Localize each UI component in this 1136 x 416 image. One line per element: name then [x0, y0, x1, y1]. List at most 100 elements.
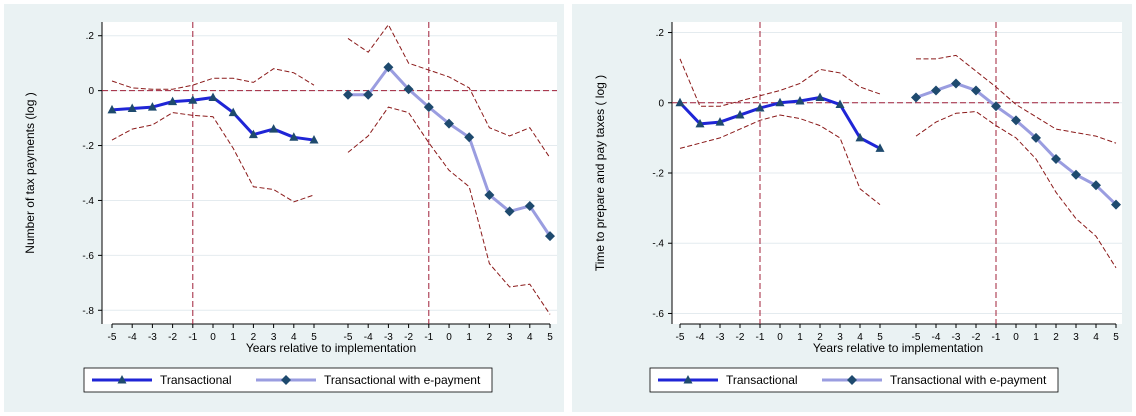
- data-point-triangle: [795, 96, 805, 105]
- x-tick-label: 2: [251, 332, 257, 343]
- data-point-triangle: [127, 103, 137, 112]
- x-tick-label: -1: [188, 332, 197, 343]
- x-tick-label: -2: [972, 332, 981, 343]
- plot-area: [102, 22, 557, 324]
- data-point-diamond: [1091, 180, 1101, 191]
- x-tick-label: 5: [547, 332, 553, 343]
- x-tick-label: 0: [1013, 332, 1019, 343]
- data-point-diamond: [423, 102, 434, 113]
- x-tick-label: 2: [487, 332, 493, 343]
- x-tick-label: -1: [756, 332, 765, 343]
- series-transactional: [675, 58, 885, 205]
- data-point-triangle: [188, 95, 198, 104]
- data-point-triangle: [875, 143, 885, 152]
- y-tick-label: 0: [658, 98, 664, 109]
- data-point-diamond: [403, 84, 414, 95]
- x-tick-label: 1: [230, 332, 236, 343]
- y-tick-label: -.4: [82, 196, 94, 207]
- x-tick-label: 0: [777, 332, 783, 343]
- chart-panel-left: -.8 -.6 -.4 -.2 0.2 -5 -4 -3 -2 -1 0 1 2 3 4 5 -5 -4 -3 -2-…: [4, 4, 564, 412]
- y-tick-label: .2: [86, 31, 95, 42]
- ci-lower-line: [915, 111, 1117, 269]
- x-tick-label: -1: [992, 332, 1001, 343]
- data-point-diamond: [444, 118, 454, 129]
- x-tick-label: -4: [128, 332, 137, 343]
- y-tick-label: .2: [656, 28, 665, 39]
- data-point-diamond: [484, 189, 495, 200]
- data-point-diamond: [931, 85, 941, 96]
- data-point-triangle: [208, 92, 218, 101]
- x-axis-title: Years relative to implementation: [813, 341, 983, 355]
- y-tick-label: -.8: [82, 306, 94, 317]
- chart-panel-right: -.6 -.4 -.2 0 .2 -5 -4 -3 -2 -1 0 1 2 3 4 5 -5 -4 -3 -2 -1 0 1…: [568, 0, 1136, 416]
- x-tick-label: 0: [210, 332, 216, 343]
- ci-upper-line: [679, 58, 881, 107]
- data-point-triangle: [269, 124, 279, 133]
- data-point-triangle: [695, 118, 705, 128]
- legend-label-transactional: Transactional: [726, 373, 798, 387]
- ci-lower-line: [679, 114, 881, 205]
- x-tick-label: 1: [797, 332, 803, 343]
- data-point-diamond: [524, 200, 535, 211]
- data-point-diamond: [1111, 199, 1121, 210]
- x-tick-label: -2: [168, 332, 177, 343]
- legend: Transactional Transactional with e-paymen…: [649, 367, 1059, 393]
- x-tick-label: -5: [912, 332, 921, 343]
- y-tick-label: -.4: [652, 239, 664, 250]
- data-point-triangle: [815, 92, 825, 101]
- data-point-triangle: [855, 132, 865, 142]
- legend-label-epayment: Transactional with e-payment: [324, 373, 481, 387]
- x-tick-label: -4: [696, 332, 705, 343]
- data-point-triangle: [289, 132, 299, 141]
- data-point-diamond: [545, 231, 555, 242]
- chart-content: -.6 -.4 -.2 0 .2 -5 -4 -3 -2 -1 0 1 2 3 4 5 -5 -4 -3 -2 -1 0 1…: [572, 4, 1132, 412]
- x-tick-label: -5: [344, 332, 353, 343]
- data-point-triangle: [775, 97, 785, 107]
- x-tick-label: -3: [148, 332, 157, 343]
- x-tick-label: 2: [817, 332, 823, 343]
- data-point-triangle: [309, 135, 319, 144]
- legend-label-epayment: Transactional with e-payment: [890, 373, 1047, 387]
- ci-lower-line: [111, 112, 315, 203]
- y-tick-label: -.6: [652, 309, 664, 320]
- x-tick-label: 1: [466, 332, 472, 343]
- data-point-triangle: [107, 104, 117, 114]
- ci-lower-line: [347, 106, 551, 315]
- ci-upper-line: [916, 54, 1117, 144]
- data-point-diamond: [911, 92, 921, 103]
- x-tick-label: -2: [404, 332, 413, 343]
- x-tick-label: -1: [424, 332, 433, 343]
- x-tick-label: 3: [837, 332, 843, 343]
- x-tick-label: 5: [311, 332, 317, 343]
- x-tick-label: -3: [384, 332, 393, 343]
- x-tick-label: 1: [1033, 332, 1039, 343]
- y-tick-label: -.2: [82, 141, 94, 152]
- series-transactional: [107, 68, 319, 203]
- data-point-diamond: [1011, 115, 1021, 126]
- data-point-triangle: [675, 97, 685, 107]
- x-tick-label: -5: [108, 332, 117, 343]
- x-tick-label: 4: [1093, 332, 1099, 343]
- data-point-diamond: [951, 78, 961, 89]
- data-point-diamond: [1031, 132, 1041, 143]
- x-tick-label: 5: [1113, 332, 1119, 343]
- y-axis-title: Number of tax payments (log ): [23, 92, 37, 253]
- legend-diamond-icon: [281, 375, 291, 385]
- legend-diamond-icon: [847, 375, 857, 385]
- data-point-triangle: [147, 102, 157, 111]
- legend: Transactional Transactional with e-paymen…: [83, 367, 493, 393]
- x-tick-label: 4: [857, 332, 863, 343]
- data-point-triangle: [735, 110, 745, 119]
- x-tick-label: -2: [736, 332, 745, 343]
- x-tick-label: 4: [291, 332, 297, 343]
- data-point-diamond: [383, 62, 394, 73]
- x-tick-label: 3: [1073, 332, 1079, 343]
- x-tick-label: 3: [507, 332, 513, 343]
- data-point-diamond: [971, 85, 981, 96]
- x-tick-label: 3: [271, 332, 277, 343]
- data-point-diamond: [464, 132, 475, 143]
- data-point-diamond: [343, 89, 353, 100]
- data-point-diamond: [1071, 169, 1081, 180]
- data-point-triangle: [168, 96, 178, 106]
- data-point-triangle: [248, 129, 258, 139]
